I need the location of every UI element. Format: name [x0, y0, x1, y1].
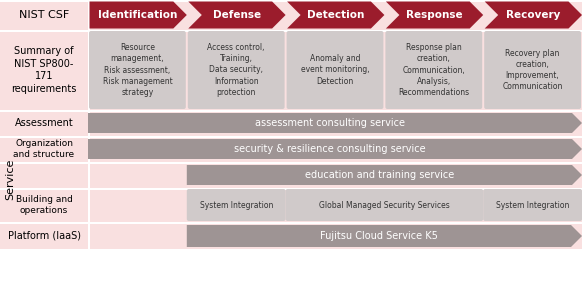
Bar — [0, 222, 582, 250]
Text: Response: Response — [406, 10, 463, 20]
Polygon shape — [189, 1, 286, 29]
Bar — [0, 0, 582, 1]
Text: education and training service: education and training service — [305, 170, 454, 180]
Bar — [0, 136, 582, 138]
Bar — [0, 30, 582, 32]
Polygon shape — [88, 113, 582, 133]
FancyBboxPatch shape — [187, 189, 286, 221]
Bar — [0, 222, 582, 223]
Text: Building and
operations: Building and operations — [16, 195, 72, 215]
Bar — [0, 110, 582, 136]
Text: Access control,
Training,
Data security,
Information
protection: Access control, Training, Data security,… — [207, 43, 265, 97]
FancyBboxPatch shape — [286, 189, 483, 221]
Text: Recovery plan
creation,
Improvement,
Communication: Recovery plan creation, Improvement, Com… — [502, 49, 563, 91]
Bar — [0, 162, 582, 188]
Text: Detection: Detection — [307, 10, 364, 20]
Text: Recovery: Recovery — [506, 10, 560, 20]
Polygon shape — [88, 139, 582, 159]
Text: Fujitsu Cloud Service K5: Fujitsu Cloud Service K5 — [320, 231, 438, 241]
Text: assessment consulting service: assessment consulting service — [255, 118, 405, 128]
Bar — [0, 136, 582, 162]
Text: Identification: Identification — [98, 10, 178, 20]
Bar — [0, 110, 582, 112]
Text: Resource
management,
Risk assessment,
Risk management
strategy: Resource management, Risk assessment, Ri… — [102, 43, 172, 97]
Bar — [0, 162, 582, 164]
Bar — [0, 188, 582, 222]
Bar — [0, 30, 582, 110]
Text: Response plan
creation,
Communication,
Analysis,
Recommendations: Response plan creation, Communication, A… — [398, 43, 469, 97]
Text: Assessment: Assessment — [15, 118, 73, 128]
Text: Platform (IaaS): Platform (IaaS) — [8, 231, 80, 241]
Text: Service: Service — [5, 158, 15, 200]
Text: Defense: Defense — [213, 10, 261, 20]
Bar — [0, 188, 582, 190]
Text: NIST CSF: NIST CSF — [19, 10, 69, 20]
FancyBboxPatch shape — [385, 31, 482, 109]
Text: Anomaly and
event monitoring,
Detection: Anomaly and event monitoring, Detection — [301, 54, 370, 86]
FancyBboxPatch shape — [188, 31, 285, 109]
FancyBboxPatch shape — [483, 189, 582, 221]
Text: System Integration: System Integration — [200, 201, 273, 209]
Text: Summary of
NIST SP800-
171
requirements: Summary of NIST SP800- 171 requirements — [11, 46, 77, 94]
FancyBboxPatch shape — [286, 31, 384, 109]
Bar — [88, 0, 90, 292]
Polygon shape — [386, 1, 483, 29]
Text: System Integration: System Integration — [496, 201, 569, 209]
Text: security & resilience consulting service: security & resilience consulting service — [234, 144, 426, 154]
Text: Organization
and structure: Organization and structure — [13, 139, 74, 159]
Polygon shape — [485, 1, 582, 29]
FancyBboxPatch shape — [484, 31, 581, 109]
FancyBboxPatch shape — [89, 31, 186, 109]
Polygon shape — [187, 165, 582, 185]
Polygon shape — [90, 1, 187, 29]
Bar — [0, 248, 582, 250]
Polygon shape — [287, 1, 384, 29]
Text: Global Managed Security Services: Global Managed Security Services — [319, 201, 450, 209]
Polygon shape — [187, 225, 582, 247]
Bar — [0, 0, 582, 30]
